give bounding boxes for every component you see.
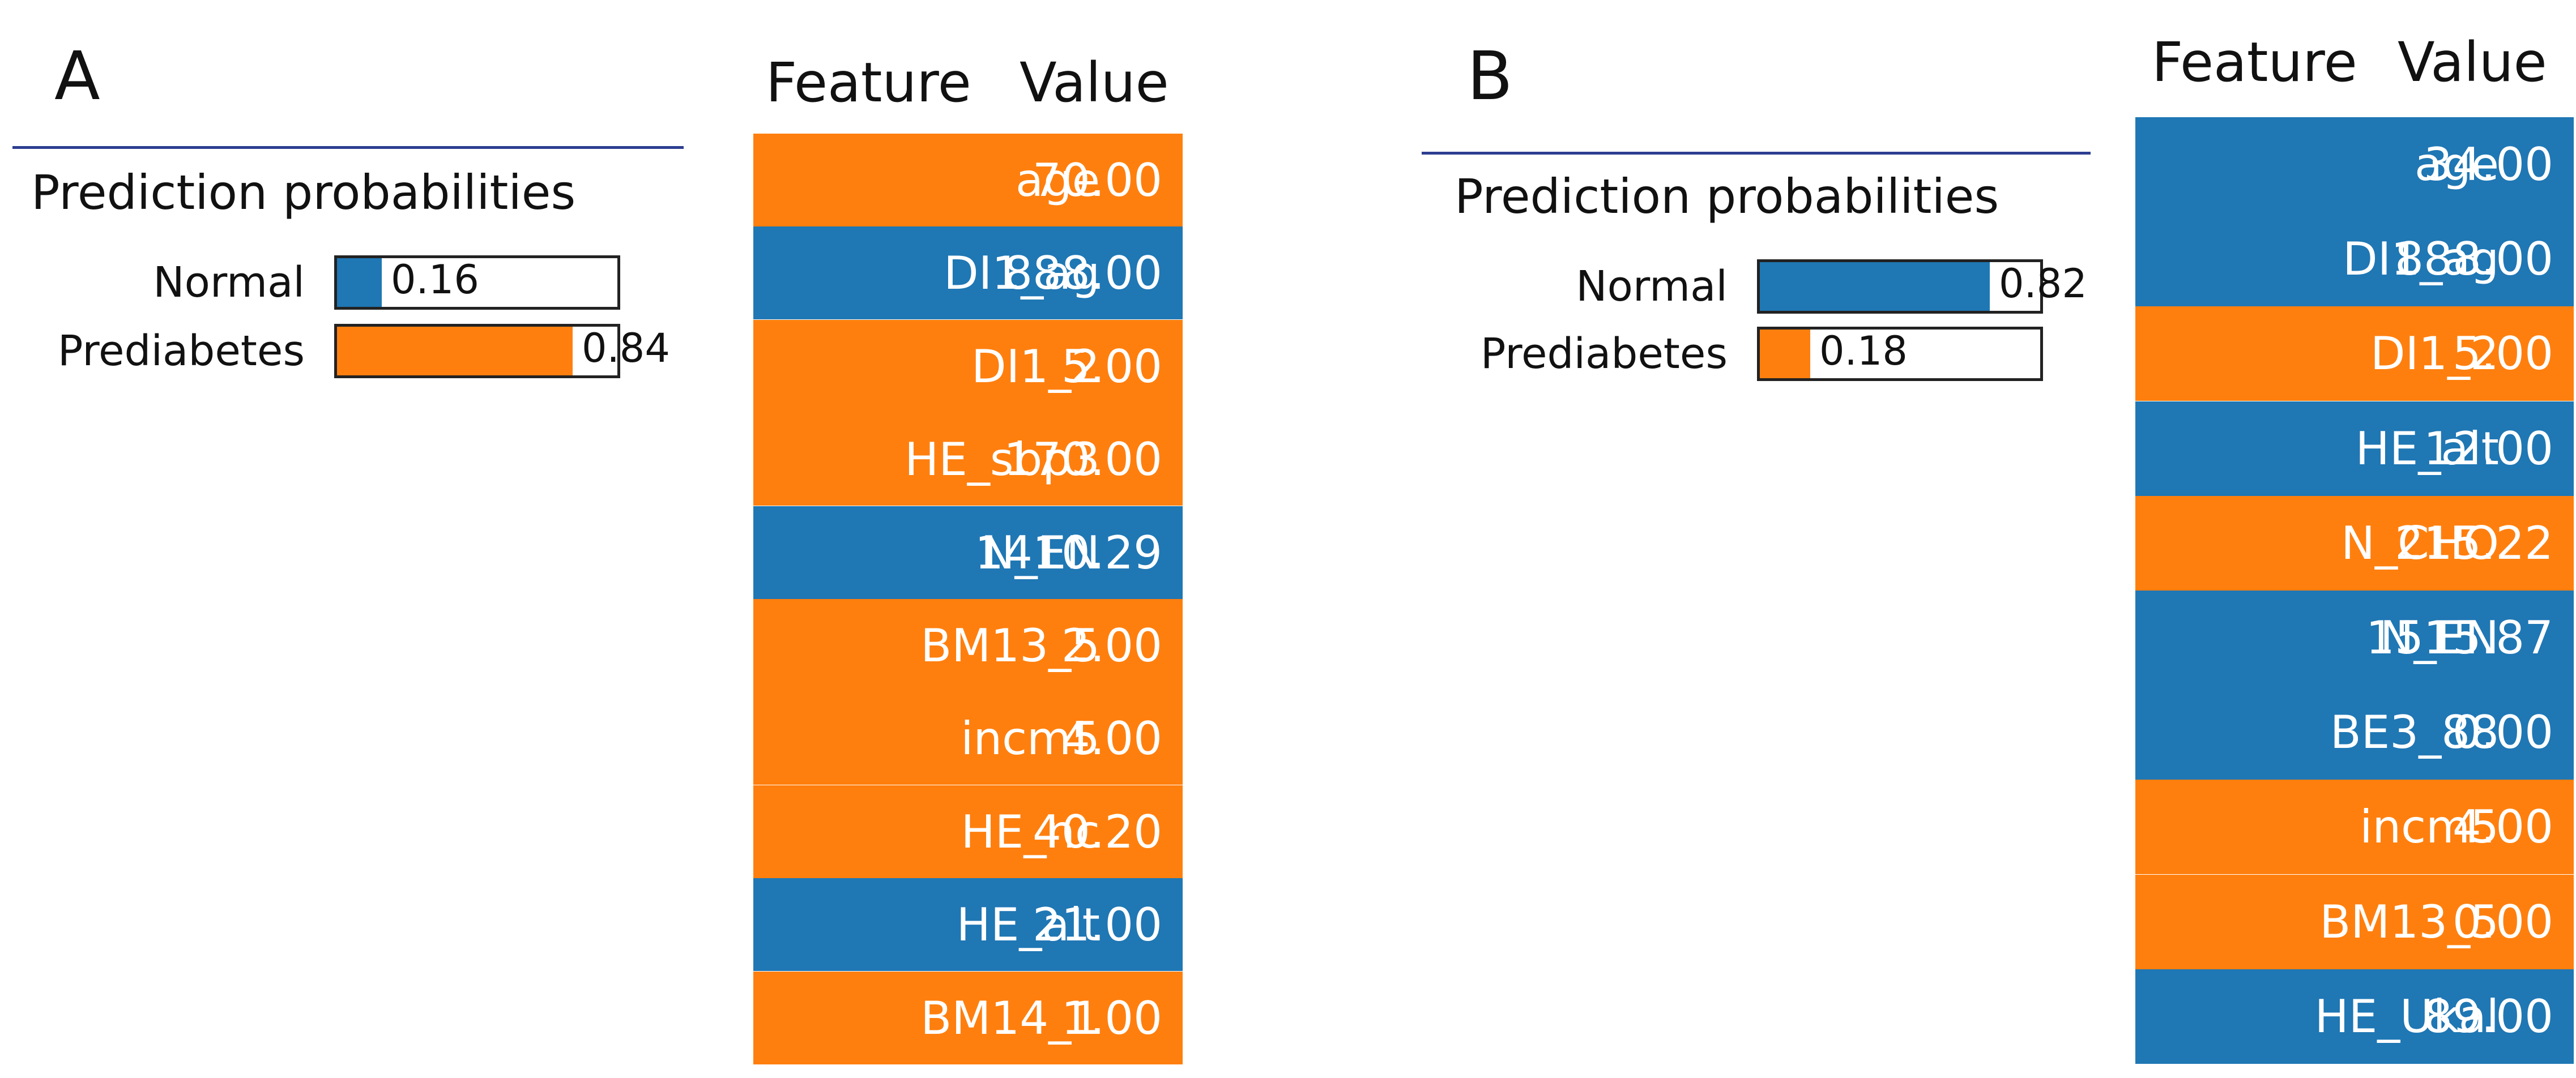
feature-cell: DI1_ag [944, 246, 1100, 300]
table-row: DI1_2 5.00 [2135, 306, 2574, 401]
probability-bar-fill [337, 258, 382, 307]
feature-cell: age [2414, 138, 2499, 191]
table-row: HE_nc 40.20 [753, 785, 1183, 878]
value-cell: 5.00 [1061, 340, 1162, 393]
panel-b: B Prediction probabilities Normal 0.82 P… [1288, 0, 2576, 1078]
panel-label: A [54, 37, 100, 115]
table-row: N_CHO 215.22 [2135, 496, 2574, 591]
probability-label: Prediabetes [57, 327, 305, 375]
table-row: incm5 4.00 [753, 692, 1183, 785]
feature-cell: HE_alt [956, 898, 1100, 951]
table-row: age 34.00 [2135, 117, 2574, 212]
probability-bar-track [1757, 259, 2043, 314]
probability-bar-fill [337, 327, 573, 375]
feature-cell: HE_sbp3 [905, 433, 1100, 486]
probability-value: 0.16 [391, 256, 479, 303]
feature-cell: BE3_88 [2330, 706, 2499, 759]
table-row: age 70.00 [753, 134, 1183, 226]
probability-bar-track [334, 255, 620, 310]
table-row: HE_sbp3 170.00 [753, 413, 1183, 506]
panel-label: B [1467, 37, 1513, 115]
prediction-probabilities-title: Prediction probabilities [31, 165, 576, 220]
value-column-header: Value [2398, 31, 2547, 94]
value-cell: 12.00 [2423, 422, 2553, 475]
feature-cell: HE_nc [961, 805, 1100, 858]
feature-cell: DI1_2 [2370, 327, 2499, 380]
table-row: HE_Ukal 89.00 [2135, 969, 2574, 1064]
probability-label: Normal [153, 258, 305, 307]
value-cell: 0.00 [2452, 896, 2553, 948]
value-cell: 21.00 [1032, 898, 1162, 951]
probability-label: Normal [1576, 262, 1728, 311]
table-row: DI1_2 5.00 [753, 320, 1183, 413]
value-column-header: Value [1020, 51, 1169, 114]
value-cell: 1515.87 [2366, 611, 2553, 664]
panel-a: A Prediction probabilities Normal 0.16 P… [12, 37, 1183, 1064]
table-row: BE3_88 0.00 [2135, 685, 2574, 780]
table-row: BM13_5 2.00 [753, 599, 1183, 692]
table-row: DI1_ag 888.00 [2135, 212, 2574, 306]
value-cell: 34.00 [2423, 138, 2553, 191]
value-cell: 888.00 [1004, 246, 1162, 300]
value-cell: 2.00 [1061, 619, 1162, 672]
table-row: DI1_ag 888.00 [753, 226, 1183, 319]
prediction-probabilities-title: Prediction probabilities [1455, 169, 1999, 224]
feature-cell: HE_Ukal [2314, 990, 2499, 1043]
feature-cell: N_EN [980, 526, 1100, 579]
table-row: incm5 4.00 [2135, 780, 2574, 874]
value-cell: 70.00 [1032, 153, 1162, 207]
probability-bar-fill [1760, 330, 1810, 378]
table-row: HE_alt 12.00 [2135, 401, 2574, 496]
value-cell: 215.22 [2395, 517, 2553, 570]
feature-cell: incm5 [2360, 801, 2499, 853]
probability-bar-track [1757, 327, 2043, 381]
feature-cell: BM14_1 [920, 991, 1100, 1045]
table-row: N_EN 1410.29 [753, 506, 1183, 599]
feature-cell: age [1015, 153, 1100, 207]
probability-value: 0.84 [582, 325, 670, 371]
value-cell: 888.00 [2395, 233, 2553, 285]
probability-value: 0.82 [1999, 260, 2087, 307]
feature-cell: DI1_2 [971, 340, 1100, 393]
value-cell: 40.20 [1032, 805, 1162, 858]
table-row: BM14_1 1.00 [753, 972, 1183, 1064]
feature-table-body: age 70.00 DI1_ag 888.00 DI1_2 5.00 HE_sbp3 170.… [753, 134, 1183, 1064]
value-cell: 1410.29 [975, 526, 1162, 579]
value-cell: 4.00 [1061, 712, 1162, 765]
feature-cell: HE_alt [2355, 422, 2499, 475]
feature-cell: BM13_5 [2319, 896, 2499, 948]
value-cell: 89.00 [2423, 990, 2553, 1043]
feature-cell: incm5 [961, 712, 1100, 765]
value-cell: 5.00 [2452, 327, 2553, 380]
feature-column-header: Feature [766, 51, 971, 114]
value-cell: 0.00 [2452, 706, 2553, 759]
probability-label: Prediabetes [1480, 330, 1728, 378]
feature-table-body: age 34.00 DI1_ag 888.00 DI1_2 5.00 HE_alt 12.00… [2135, 117, 2574, 1064]
probability-bar-track [334, 324, 620, 378]
feature-column-header: Feature [2152, 31, 2357, 94]
feature-cell: N_EN [2379, 611, 2499, 664]
title-divider [1422, 152, 2091, 155]
value-cell: 4.00 [2452, 801, 2553, 853]
feature-cell: N_CHO [2341, 517, 2499, 570]
value-cell: 1.00 [1061, 991, 1162, 1045]
title-divider [12, 146, 684, 149]
probability-value: 0.18 [1819, 328, 1908, 374]
feature-cell: BM13_5 [920, 619, 1100, 672]
table-row: HE_alt 21.00 [753, 878, 1183, 971]
table-row: N_EN 1515.87 [2135, 591, 2574, 685]
probability-bar-fill [1760, 262, 1990, 311]
table-row: BM13_5 0.00 [2135, 875, 2574, 969]
value-cell: 170.00 [1004, 433, 1162, 486]
feature-cell: DI1_ag [2343, 233, 2499, 285]
